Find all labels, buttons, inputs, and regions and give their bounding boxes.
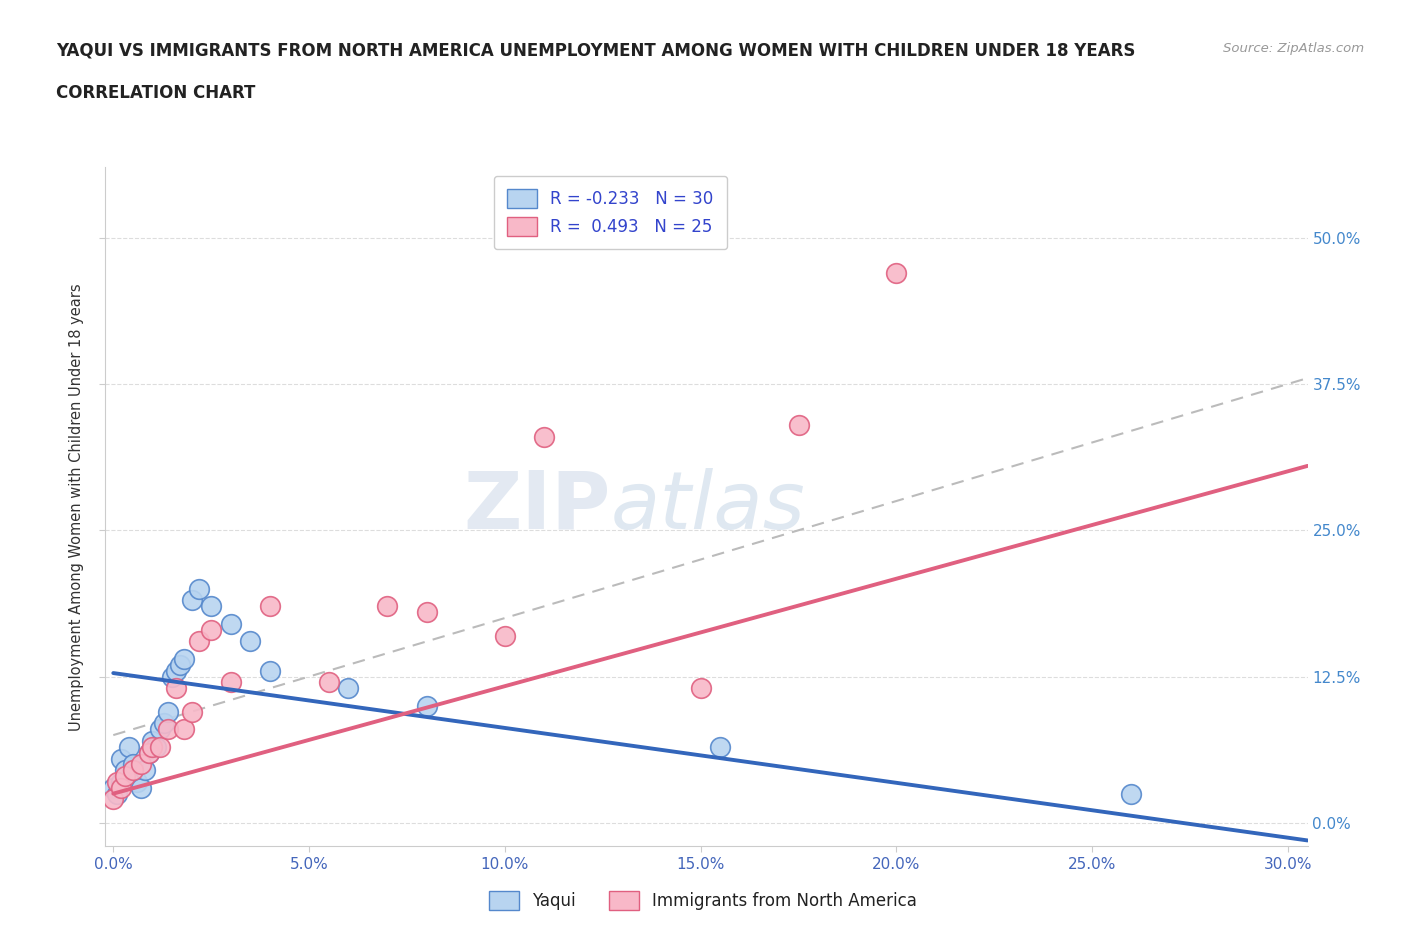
Point xyxy=(689,681,711,696)
Point xyxy=(105,775,128,790)
Point xyxy=(114,768,136,783)
Point xyxy=(121,757,143,772)
Point xyxy=(239,634,262,649)
Point xyxy=(110,751,132,766)
Point xyxy=(219,617,242,631)
Point xyxy=(141,739,163,754)
Point xyxy=(157,722,180,737)
Point xyxy=(173,722,195,737)
Point xyxy=(415,698,437,713)
Point xyxy=(145,739,167,754)
Point xyxy=(787,418,810,432)
Point xyxy=(149,722,172,737)
Point xyxy=(103,792,125,807)
Point xyxy=(153,716,176,731)
Point xyxy=(180,593,202,608)
Point xyxy=(886,265,908,280)
Point xyxy=(105,786,128,801)
Point xyxy=(118,739,141,754)
Point xyxy=(188,634,211,649)
Point xyxy=(169,658,191,672)
Point xyxy=(121,763,143,777)
Point xyxy=(160,670,183,684)
Point xyxy=(103,780,125,795)
Point xyxy=(129,757,152,772)
Point xyxy=(138,745,160,760)
Point xyxy=(157,704,180,719)
Text: CORRELATION CHART: CORRELATION CHART xyxy=(56,84,256,101)
Point xyxy=(709,739,731,754)
Text: Source: ZipAtlas.com: Source: ZipAtlas.com xyxy=(1223,42,1364,55)
Point xyxy=(165,663,187,678)
Point xyxy=(149,739,172,754)
Point xyxy=(318,675,340,690)
Point xyxy=(110,775,132,790)
Legend: R = -0.233   N = 30, R =  0.493   N = 25: R = -0.233 N = 30, R = 0.493 N = 25 xyxy=(494,176,727,249)
Point xyxy=(141,734,163,749)
Point xyxy=(259,663,281,678)
Point xyxy=(200,599,222,614)
Point xyxy=(200,622,222,637)
Point xyxy=(1121,786,1143,801)
Point xyxy=(533,429,555,444)
Point xyxy=(134,763,156,777)
Point xyxy=(219,675,242,690)
Point xyxy=(138,745,160,760)
Legend: Yaqui, Immigrants from North America: Yaqui, Immigrants from North America xyxy=(482,884,924,917)
Point xyxy=(173,652,195,667)
Point xyxy=(377,599,399,614)
Point xyxy=(337,681,360,696)
Point xyxy=(188,581,211,596)
Point xyxy=(259,599,281,614)
Text: ZIP: ZIP xyxy=(463,468,610,546)
Point xyxy=(180,704,202,719)
Point xyxy=(110,780,132,795)
Point xyxy=(494,628,516,643)
Point xyxy=(125,775,148,790)
Text: YAQUI VS IMMIGRANTS FROM NORTH AMERICA UNEMPLOYMENT AMONG WOMEN WITH CHILDREN UN: YAQUI VS IMMIGRANTS FROM NORTH AMERICA U… xyxy=(56,42,1136,60)
Point xyxy=(165,681,187,696)
Point xyxy=(114,763,136,777)
Point xyxy=(129,780,152,795)
Y-axis label: Unemployment Among Women with Children Under 18 years: Unemployment Among Women with Children U… xyxy=(69,283,84,731)
Text: atlas: atlas xyxy=(610,468,806,546)
Point xyxy=(415,604,437,619)
